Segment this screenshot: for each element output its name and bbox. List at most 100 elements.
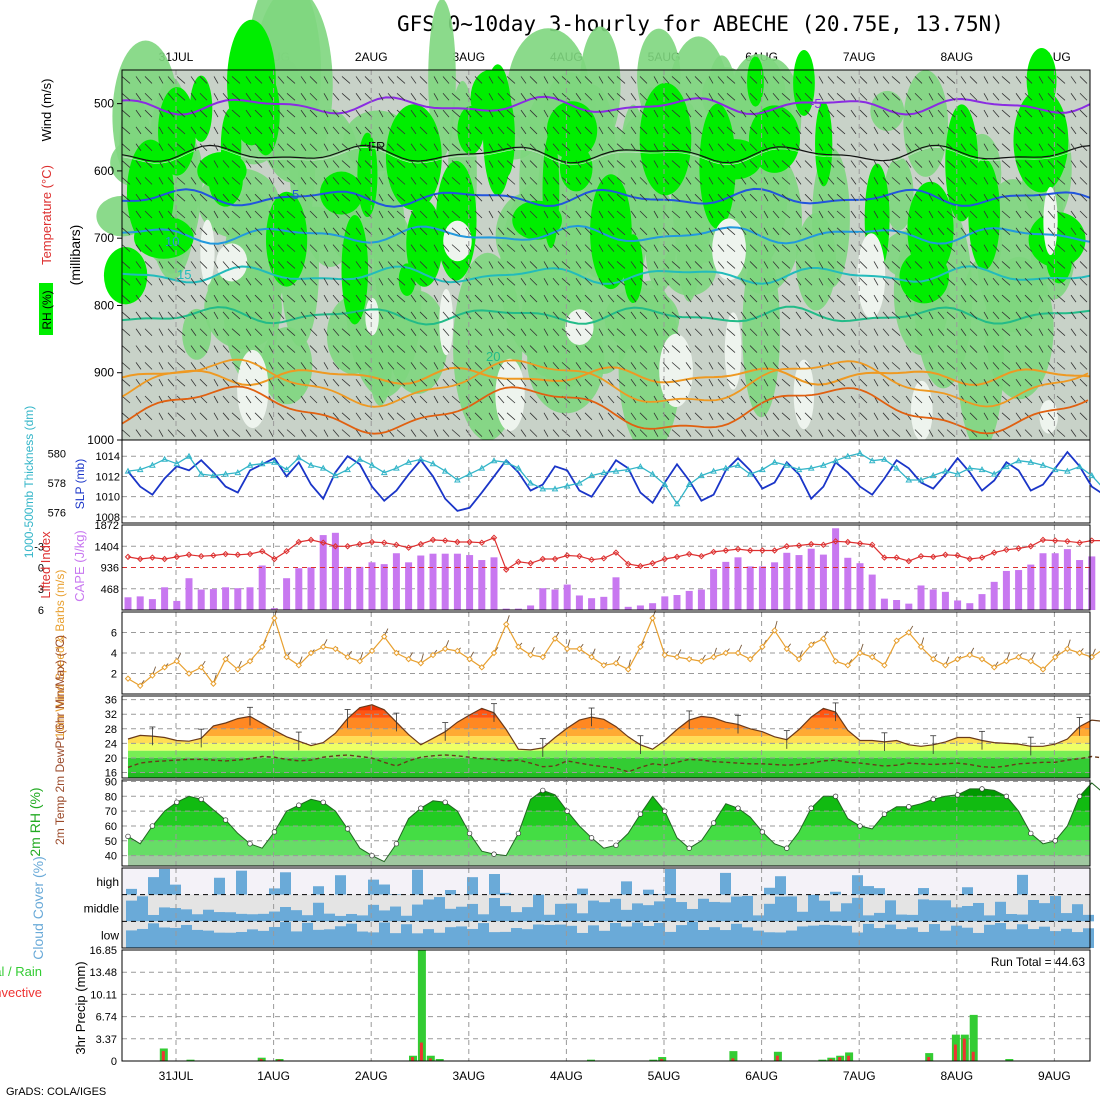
wind-barb [300,362,307,370]
cloud-cover-bar [225,912,236,922]
wind-barb [355,126,362,135]
precip-frame [121,949,1091,1062]
wind-barb [653,412,659,421]
wind-barb [355,109,362,118]
wind-barb [708,244,714,252]
wind-speed-point [197,664,205,671]
wind-barb [520,362,527,370]
wind-barb [300,328,307,336]
wind-barb [850,160,857,168]
wind-barb [1056,210,1066,219]
wind-barb [781,412,791,421]
temp-tick-label: 20 [105,753,117,765]
wind-barb [804,210,813,219]
wind-barb [451,126,461,135]
wind-barb [1079,412,1088,421]
wind-barb [254,328,263,337]
rh-dry-region [910,380,933,441]
wind-barb [992,177,1000,185]
wind-barb [121,193,131,202]
wind-barb [928,429,934,437]
wind-barb [268,244,274,252]
wind-barb [983,76,989,84]
wind-barb [300,227,307,236]
wind-barb [387,160,395,168]
wind-barb [694,92,703,101]
wind-barb [231,76,241,84]
wind-barb [969,109,978,118]
wind-barb [671,261,681,269]
wind-barb [1001,378,1011,387]
wind-barb [442,210,450,219]
wind-barb [309,76,318,84]
wind-barb [937,328,945,336]
wind-barb [1038,328,1044,336]
wind-barb [176,160,186,168]
rh-point [247,841,253,847]
wind-barb [286,227,296,236]
wind-barb [158,294,164,303]
wind-barb [584,294,593,303]
wind-barb [378,311,384,320]
wind-barb [873,244,879,252]
lifted-index-point [283,548,290,555]
cloud-cover-bar [599,902,610,922]
wind-barb [616,193,626,202]
wind-barb [983,328,989,336]
thickness-point [734,461,742,468]
thickness-point [405,458,412,465]
wind-barb [740,109,747,118]
cloud-cover-bar [379,922,390,948]
lifted-index-point [454,538,461,546]
wind-barb [410,362,417,370]
thickness-tick-label: 578 [48,478,66,490]
cloud-cover-bar [786,930,797,948]
rh-dry-region [439,288,454,356]
wind-barb [561,126,571,135]
thickness-point [197,470,205,477]
cloud-cover-bar [214,932,225,948]
wind-barb [891,244,901,252]
cape-bar [624,606,632,610]
wind-barb [135,177,142,185]
cloud-cover-bar [456,906,467,922]
rh-saturated-region [385,104,442,211]
wind-barb [905,126,912,135]
wind-barb [763,378,769,387]
wind-barb [584,109,593,118]
wind-barb [937,345,945,353]
wind-barb [882,193,890,202]
wind-barb [726,362,736,370]
wind-barb [653,76,659,84]
wind-barb [419,412,428,421]
lifted-index-point [734,545,742,553]
wind-barb [859,345,868,353]
wind-barb [740,378,747,387]
wind-barb [772,177,780,185]
wind-barb [694,193,703,202]
wind-barb [598,193,604,202]
wind-barb [543,294,549,303]
wind-barb [323,160,329,168]
wind-barb [616,261,626,269]
wind-barb [717,362,725,370]
wind-barb [850,76,857,84]
thickness-point [612,467,620,474]
wind-barb [827,210,835,219]
thickness-point [759,466,766,473]
wind-speed-point [734,649,742,657]
rh-tick-label: 70 [105,806,117,818]
wind-barb [575,294,582,303]
isotherm-label: FR [368,139,385,154]
date-label-bottom: 6AUG [745,1069,778,1083]
wind-barb [960,294,967,303]
wind-barb [543,93,549,101]
wind-barb [873,261,879,269]
wind-barb [836,76,846,84]
wind-barb [419,193,428,202]
wind-barb [694,76,703,84]
cloud-cover-bar [1006,929,1017,948]
wind-barb [763,126,769,135]
wind-barb [914,227,923,236]
wind-barb [836,261,846,269]
